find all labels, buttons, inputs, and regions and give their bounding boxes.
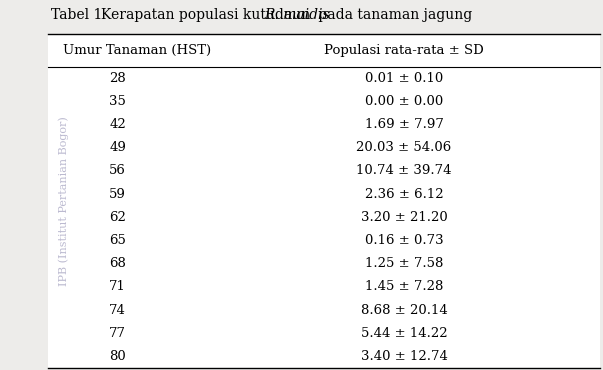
Text: Umur Tanaman (HST): Umur Tanaman (HST)	[63, 44, 212, 57]
Text: 3.20 ± 21.20: 3.20 ± 21.20	[361, 211, 447, 224]
Text: 62: 62	[109, 211, 126, 224]
Text: 0.01 ± 0.10: 0.01 ± 0.10	[365, 72, 443, 85]
Text: 0.16 ± 0.73: 0.16 ± 0.73	[365, 234, 443, 247]
Text: 1.69 ± 7.97: 1.69 ± 7.97	[365, 118, 443, 131]
Text: 80: 80	[109, 350, 126, 363]
Text: 68: 68	[109, 257, 126, 270]
Text: 42: 42	[109, 118, 126, 131]
Text: 8.68 ± 20.14: 8.68 ± 20.14	[361, 304, 447, 317]
Text: R. maidis: R. maidis	[265, 8, 330, 22]
Text: pada tanaman jagung: pada tanaman jagung	[314, 8, 472, 22]
Text: 5.44 ± 14.22: 5.44 ± 14.22	[361, 327, 447, 340]
Text: Populasi rata-rata ± SD: Populasi rata-rata ± SD	[324, 44, 484, 57]
Text: 1.25 ± 7.58: 1.25 ± 7.58	[365, 257, 443, 270]
Text: 65: 65	[109, 234, 126, 247]
Text: Tabel 1: Tabel 1	[51, 8, 112, 22]
Text: 2.36 ± 6.12: 2.36 ± 6.12	[365, 188, 443, 201]
Text: 10.74 ± 39.74: 10.74 ± 39.74	[356, 165, 452, 178]
Text: 1.45 ± 7.28: 1.45 ± 7.28	[365, 280, 443, 293]
Text: Kerapatan populasi kutudaun: Kerapatan populasi kutudaun	[101, 8, 314, 22]
Text: IPB (Institut Pertanian Bogor): IPB (Institut Pertanian Bogor)	[58, 116, 69, 286]
Text: 28: 28	[109, 72, 126, 85]
Text: 0.00 ± 0.00: 0.00 ± 0.00	[365, 95, 443, 108]
Text: 74: 74	[109, 304, 126, 317]
Text: 3.40 ± 12.74: 3.40 ± 12.74	[361, 350, 447, 363]
Text: 35: 35	[109, 95, 126, 108]
Text: 77: 77	[109, 327, 126, 340]
Text: 71: 71	[109, 280, 126, 293]
Text: 49: 49	[109, 141, 126, 154]
Text: 20.03 ± 54.06: 20.03 ± 54.06	[356, 141, 452, 154]
Text: 59: 59	[109, 188, 126, 201]
Text: 56: 56	[109, 165, 126, 178]
